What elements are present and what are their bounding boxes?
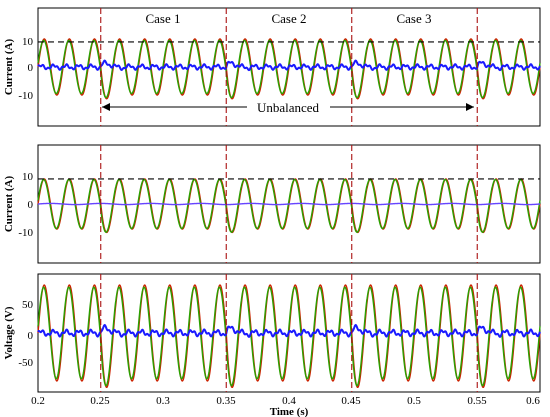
series-line-1: [37, 284, 541, 389]
xtick-0.35: 0.35: [216, 395, 236, 407]
unbalanced-annotation: Unbalanced: [102, 100, 474, 115]
series-line-1: [37, 38, 541, 100]
xtick-0.5: 0.5: [407, 395, 421, 407]
right-arrow-icon: [466, 103, 474, 111]
xtick-0.6: 0.6: [526, 395, 540, 407]
case-3-label: Case 3: [396, 11, 431, 26]
mid-ytick-m10: -10: [18, 227, 33, 239]
series-line-1: [37, 178, 541, 234]
overlays: [38, 8, 540, 392]
series-line-2: [37, 286, 541, 387]
bottom-ylabel: Voltage (V): [3, 306, 15, 359]
xtick-0.55: 0.55: [467, 395, 487, 407]
middle-ylabel: Current (A): [3, 176, 15, 233]
xtick-0.2: 0.2: [31, 395, 45, 407]
bot-ytick-0: 0: [28, 330, 34, 342]
top-ytick-m10: -10: [18, 90, 33, 102]
mid-ytick-10: 10: [22, 171, 34, 183]
left-arrow-icon: [102, 103, 110, 111]
series-line-3: [37, 59, 541, 72]
case-1-label: Case 1: [145, 11, 180, 26]
xtick-0.4: 0.4: [282, 395, 296, 407]
xlabel: Time (s): [270, 406, 309, 417]
top-ytick-10: 10: [22, 36, 34, 48]
bot-ytick-50: 50: [22, 299, 34, 311]
top-ylabel: Current (A): [3, 39, 15, 96]
mid-ytick-0: 0: [28, 199, 34, 211]
bottom-panel-series: [37, 284, 541, 389]
bot-ytick-m50: -50: [18, 357, 33, 369]
series-line-3: [37, 323, 541, 338]
top-panel-series: [37, 38, 541, 100]
unbalanced-label: Unbalanced: [257, 100, 320, 115]
xtick-0.45: 0.45: [341, 395, 361, 407]
middle-panel-series: [37, 178, 541, 234]
xtick-0.3: 0.3: [156, 395, 170, 407]
top-ytick-0: 0: [28, 62, 34, 74]
case-2-label: Case 2: [271, 11, 306, 26]
series-line-2: [37, 178, 541, 233]
series-line-2: [37, 39, 541, 99]
series-line-3: [37, 202, 541, 206]
xtick-0.25: 0.25: [90, 395, 110, 407]
